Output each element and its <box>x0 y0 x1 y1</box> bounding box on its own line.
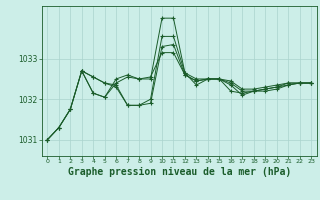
X-axis label: Graphe pression niveau de la mer (hPa): Graphe pression niveau de la mer (hPa) <box>68 167 291 177</box>
